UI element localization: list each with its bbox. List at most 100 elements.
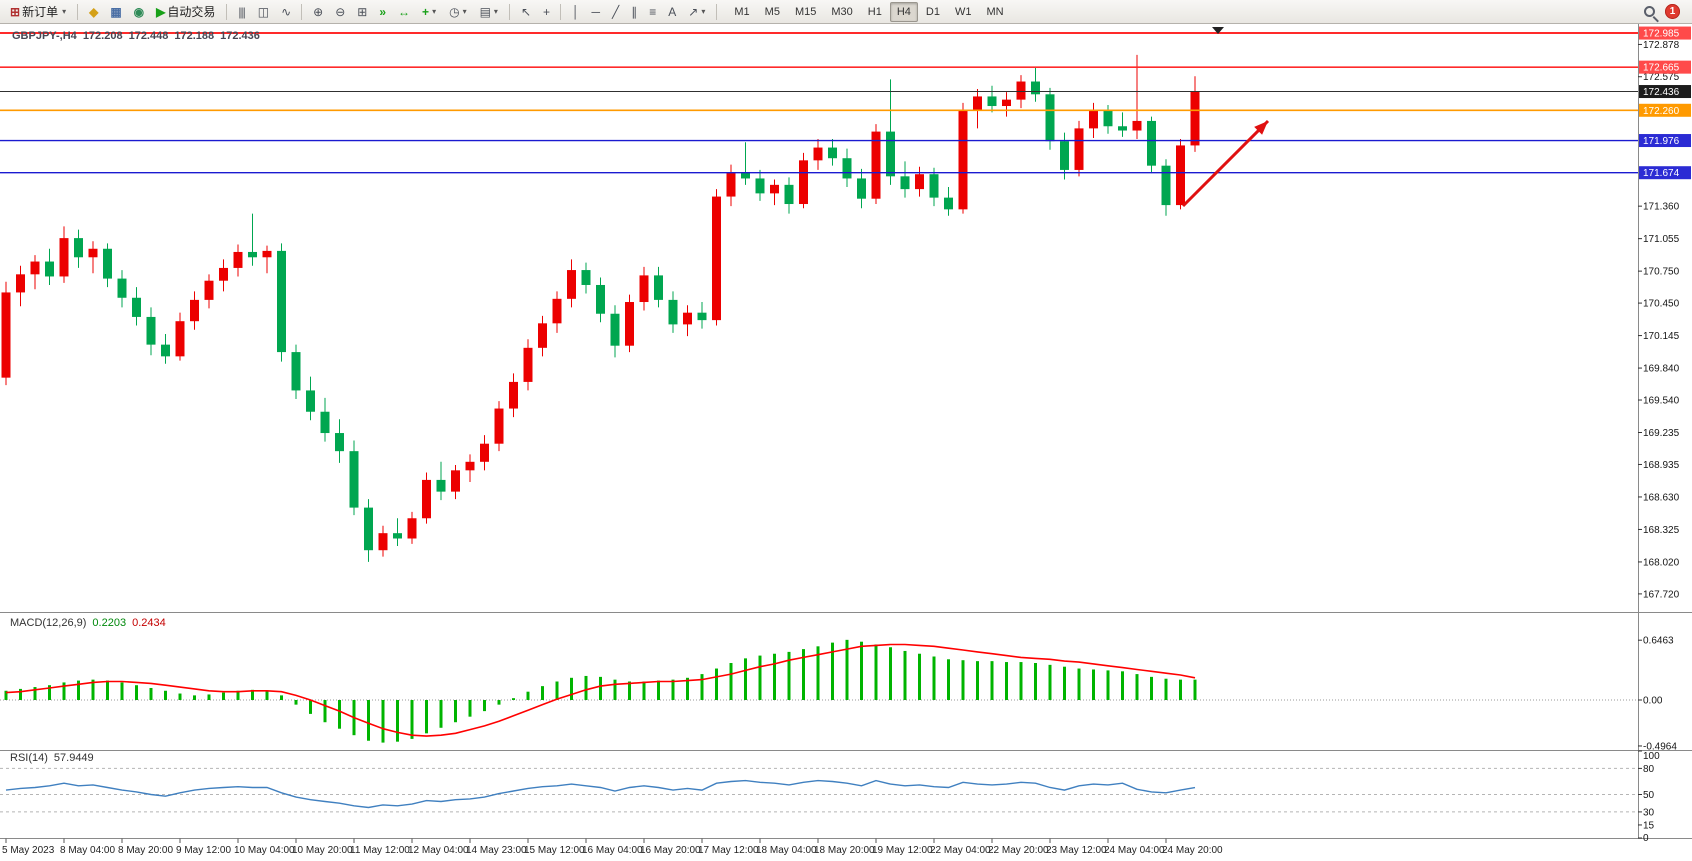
timeframe-mn-button[interactable]: MN (986, 5, 1004, 18)
time-label: 22 May 20:00 (988, 845, 1049, 856)
new-order-button[interactable]: ⊞ 新订单 ▾ (4, 2, 72, 22)
rsi-scale-label: 80 (1643, 764, 1655, 775)
templates-button[interactable]: ▤ ▾ (474, 2, 504, 22)
indicators-icon: + (422, 4, 429, 19)
timeframe-m5-button[interactable]: M5 (764, 5, 780, 18)
tile-windows-icon: ⊞ (357, 4, 367, 19)
candle-body (973, 96, 982, 111)
templates-icon: ▤ (479, 4, 491, 19)
market-watch-button[interactable]: ◆ (83, 2, 103, 22)
tile-windows-button[interactable]: ⊞ (351, 2, 372, 22)
candle-body (538, 323, 547, 348)
price-tick-label: 168.935 (1643, 460, 1680, 471)
candle-body (581, 270, 591, 285)
candle-body (625, 302, 634, 346)
macd-scale-label: -0.4964 (1643, 741, 1677, 752)
timeframe-m15-button[interactable]: M15 (794, 5, 817, 18)
price-line-badge-label: 172.436 (1643, 87, 1680, 98)
candle-body (233, 251, 243, 268)
rsi-scale-label: 15 (1643, 820, 1655, 831)
candle-body (132, 297, 141, 317)
timeframe-m30-button[interactable]: M30 (831, 5, 853, 18)
candle-body (1190, 91, 1200, 146)
candle-body (480, 443, 489, 462)
candle-body (248, 251, 257, 258)
caret-down-icon: ▾ (62, 7, 67, 16)
candle-body (726, 172, 736, 197)
navigator-button[interactable]: ◉ (128, 2, 149, 22)
candle-body (117, 278, 127, 298)
chart-shift-marker[interactable] (1212, 27, 1224, 34)
chart-candles-button[interactable]: ◫ (252, 2, 274, 22)
zoom-in-button[interactable]: ⊕ (307, 2, 328, 22)
candle-body (813, 147, 823, 161)
time-label: 22 May 04:00 (930, 845, 991, 856)
cursor-button[interactable]: ↖ (515, 2, 536, 22)
arrows-button[interactable]: ↗ ▾ (682, 2, 711, 22)
toolbar-separator (77, 3, 79, 20)
search-icon[interactable] (1644, 6, 1655, 17)
price-line-badge (1639, 85, 1691, 99)
chart-line-button[interactable]: ∿ (275, 2, 296, 22)
text-button[interactable]: A (662, 2, 681, 22)
periods-button[interactable]: ◷ ▾ (443, 2, 473, 22)
zoom-out-button[interactable]: ⊖ (329, 2, 350, 22)
candle-body (683, 312, 692, 325)
horizontal-line-icon: ─ (591, 4, 600, 19)
candle-body (842, 158, 852, 179)
horizontal-line-button[interactable]: ─ (586, 2, 606, 22)
candle-body (146, 316, 156, 345)
candle-body (59, 238, 69, 277)
candle-body (320, 411, 330, 434)
candle-body (291, 352, 301, 391)
candle-body (509, 381, 518, 409)
candle-body (335, 433, 344, 452)
price-tick-label: 172.575 (1643, 72, 1680, 83)
price-tick-label: 170.750 (1643, 267, 1680, 278)
chart-shift-button[interactable]: ↔ (392, 2, 415, 22)
macd-scale-label: 0.00 (1643, 696, 1663, 707)
timeframe-buttons-group: M1 M5 M15 M30 H1 H4 D1 W1 MN (727, 1, 1010, 22)
cursor-icon: ↖ (520, 4, 531, 19)
indicators-button[interactable]: + ▾ (416, 2, 442, 22)
rsi-scale-label: 0 (1643, 833, 1649, 844)
toolbar-separator (508, 3, 510, 20)
auto-scroll-button[interactable]: » (373, 2, 391, 22)
candle-body (596, 284, 605, 314)
timeframe-w1-button[interactable]: W1 (954, 5, 972, 18)
text-icon: A (668, 4, 676, 19)
data-window-button[interactable]: ▦ (104, 2, 126, 22)
candle-body (668, 299, 678, 325)
price-chart[interactable]: 172.878 172.575 171.360 171.055 170.750 170.4… (0, 24, 1692, 861)
candle-body (567, 270, 576, 299)
arrows-icon: ↗ (688, 4, 698, 19)
candle-body (16, 274, 25, 293)
fibonacci-button[interactable]: ≡ (643, 2, 661, 22)
timeframe-h1-button[interactable]: H1 (867, 5, 882, 18)
caret-down-icon: ▾ (432, 7, 437, 16)
zoom-out-icon: ⊖ (335, 4, 345, 19)
timeframe-d1-button[interactable]: D1 (925, 5, 940, 18)
candle-body (378, 533, 388, 551)
candle-body (74, 238, 83, 258)
time-label: 16 May 04:00 (582, 845, 643, 856)
equidistant-channel-button[interactable]: ∥ (625, 2, 642, 22)
autotrading-button[interactable]: ▶ 自动交易 (150, 2, 221, 22)
time-label: 10 May 04:00 (234, 845, 295, 856)
candle-body (958, 110, 968, 210)
price-line-badge (1639, 134, 1691, 148)
notification-badge[interactable]: 1 (1665, 4, 1680, 19)
trend-arrow[interactable] (1181, 119, 1270, 208)
timeframe-h4-button[interactable]: H4 (889, 1, 918, 22)
vertical-line-icon: │ (572, 4, 579, 19)
price-line-badge-label: 172.260 (1643, 106, 1680, 117)
candle-body (1118, 126, 1127, 131)
candle-body (944, 197, 953, 210)
trendline-button[interactable]: ╱ (606, 2, 624, 22)
timeframe-m1-button[interactable]: M1 (734, 5, 750, 18)
crosshair-button[interactable]: + (537, 2, 555, 22)
vertical-line-button[interactable]: │ (566, 2, 585, 22)
autotrading-icon: ▶ (156, 4, 165, 19)
chart-bars-button[interactable]: ||| (232, 2, 250, 22)
toolbar-separator (716, 3, 718, 20)
